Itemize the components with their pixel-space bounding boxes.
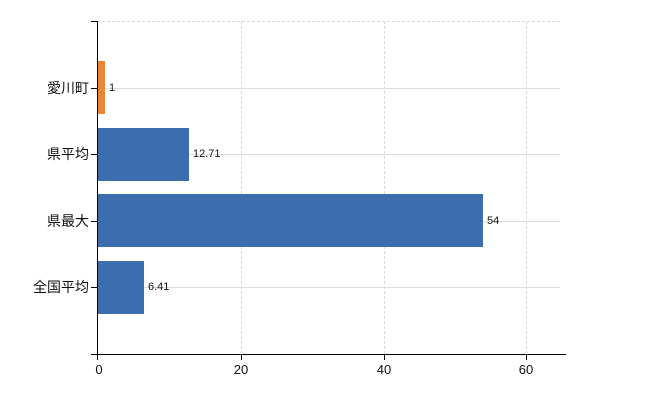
category-label: 全国平均 [33, 279, 89, 295]
bar-value-label: 6.41 [148, 281, 170, 294]
y-axis-tick [91, 88, 97, 89]
y-axis-end-tick [91, 21, 97, 22]
bar [98, 128, 189, 181]
bar [98, 194, 483, 247]
x-axis-tick [526, 354, 527, 360]
x-tick-label: 0 [95, 362, 103, 377]
y-axis-line [97, 21, 98, 360]
bar-value-label: 1 [109, 81, 116, 94]
bar-value-label: 54 [487, 214, 500, 227]
plot-top-border [97, 21, 560, 22]
x-axis-line [91, 354, 566, 355]
bar-value-label: 12.71 [193, 148, 221, 161]
x-tick-label: 60 [518, 362, 534, 377]
bar [98, 261, 144, 314]
y-axis-tick [91, 154, 97, 155]
x-tick-label: 40 [376, 362, 392, 377]
x-axis-tick [241, 354, 242, 360]
y-axis-tick [91, 287, 97, 288]
v-gridline [384, 21, 385, 354]
category-label: 愛川町 [47, 80, 89, 96]
bar [98, 61, 105, 114]
x-axis-tick [384, 354, 385, 360]
y-axis-tick [91, 221, 97, 222]
v-gridline [241, 21, 242, 354]
category-label: 県平均 [47, 146, 89, 162]
h-gridline [97, 88, 560, 89]
v-gridline [526, 21, 527, 354]
x-tick-label: 20 [233, 362, 249, 377]
h-gridline [97, 287, 560, 288]
category-label: 県最大 [47, 213, 89, 229]
h-gridline [97, 154, 560, 155]
